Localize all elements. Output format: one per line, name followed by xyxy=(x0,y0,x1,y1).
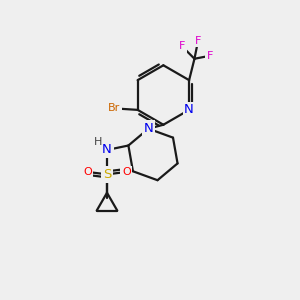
Text: N: N xyxy=(184,103,194,116)
Text: F: F xyxy=(179,41,185,51)
Text: S: S xyxy=(103,168,111,181)
Text: H: H xyxy=(94,136,102,147)
Text: O: O xyxy=(83,167,92,177)
Text: N: N xyxy=(144,122,153,135)
Text: F: F xyxy=(195,36,201,46)
Text: N: N xyxy=(102,143,112,157)
Text: F: F xyxy=(207,51,213,61)
Text: O: O xyxy=(122,167,131,177)
Text: Br: Br xyxy=(108,103,121,113)
